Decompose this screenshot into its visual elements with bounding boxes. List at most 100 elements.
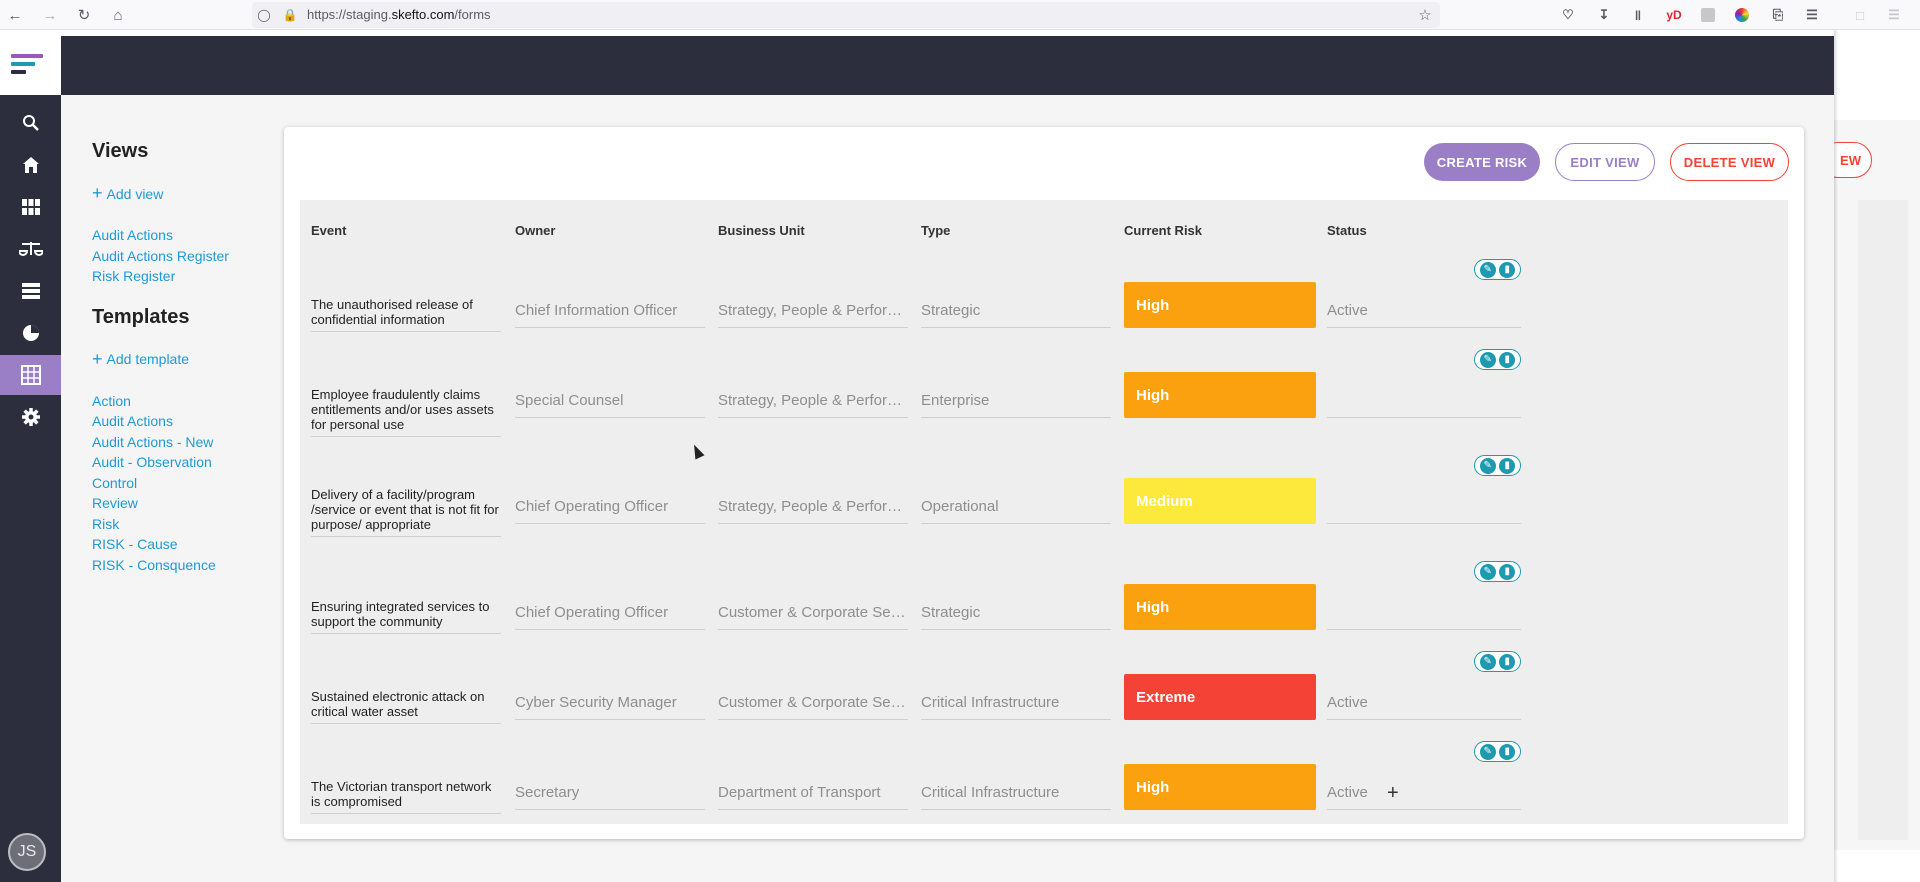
template-link[interactable]: Audit Actions: [92, 413, 173, 429]
status-cell[interactable]: Active: [1327, 694, 1521, 720]
template-link[interactable]: RISK - Cause: [92, 536, 178, 552]
business-unit-cell[interactable]: Customer & Corporate Services: [718, 604, 908, 630]
library-icon[interactable]: ‖: [1634, 7, 1642, 23]
delete-trash-icon[interactable]: ▮: [1499, 457, 1516, 474]
bookmark-star-icon[interactable]: ☆: [1418, 7, 1432, 24]
color-extension-icon[interactable]: [1732, 5, 1752, 25]
business-unit-cell[interactable]: Strategy, People & Performance: [718, 498, 908, 524]
search-icon[interactable]: [0, 103, 61, 143]
risk-level-badge[interactable]: High: [1124, 372, 1316, 418]
business-unit-cell[interactable]: Strategy, People & Performance: [718, 302, 908, 328]
template-link[interactable]: Action: [92, 392, 131, 409]
risk-level-badge[interactable]: Medium: [1124, 478, 1316, 524]
template-link[interactable]: RISK - Consquence: [92, 556, 216, 573]
url-text[interactable]: https://staging.skefto.com/forms: [307, 7, 491, 22]
edit-pencil-icon[interactable]: ✎: [1479, 653, 1496, 670]
download-icon[interactable]: ↧: [1598, 7, 1610, 22]
risk-level-badge[interactable]: High: [1124, 764, 1316, 810]
reload-icon[interactable]: ↻: [77, 7, 91, 24]
edit-pencil-icon[interactable]: ✎: [1479, 563, 1496, 580]
template-link[interactable]: Audit Actions - New: [92, 433, 214, 450]
edit-pencil-icon[interactable]: ✎: [1479, 351, 1496, 368]
view-link[interactable]: Audit Actions: [92, 227, 173, 243]
event-cell[interactable]: The Victorian transport network is compr…: [311, 779, 501, 814]
owner-cell[interactable]: Cyber Security Manager: [515, 694, 705, 720]
type-cell[interactable]: Critical Infrastructure: [921, 694, 1111, 720]
app-logo[interactable]: [0, 36, 61, 95]
url-bar[interactable]: [252, 2, 1440, 28]
event-cell[interactable]: The unauthorised release of confidential…: [311, 297, 501, 332]
dashboard-grid-icon[interactable]: [0, 187, 61, 227]
back-icon[interactable]: ←: [7, 6, 23, 24]
edit-pencil-icon[interactable]: ✎: [1479, 261, 1496, 278]
list-icon[interactable]: [0, 271, 61, 311]
create-risk-button[interactable]: CREATE RISK: [1424, 143, 1540, 181]
column-header-business-unit[interactable]: Business Unit: [718, 223, 805, 238]
shield-icon[interactable]: ◯: [257, 8, 271, 22]
template-link[interactable]: Risk: [92, 515, 120, 532]
risk-level-badge[interactable]: Extreme: [1124, 674, 1316, 720]
business-unit-cell[interactable]: Strategy, People & Performance: [718, 392, 908, 418]
view-link[interactable]: Audit Actions Register: [92, 247, 229, 264]
settings-gear-icon[interactable]: [0, 397, 61, 437]
risk-level-badge[interactable]: High: [1124, 282, 1316, 328]
delete-trash-icon[interactable]: ▮: [1499, 261, 1516, 278]
event-cell[interactable]: Employee fraudulently claims entitlement…: [311, 387, 501, 437]
delete-trash-icon[interactable]: ▮: [1499, 563, 1516, 580]
home-icon[interactable]: ⌂: [113, 6, 123, 24]
template-link[interactable]: Control: [92, 474, 138, 491]
extensions-puzzle-icon[interactable]: ⎘: [1772, 7, 1784, 22]
yd-extension-icon[interactable]: yD: [1666, 8, 1682, 22]
status-cell[interactable]: [1327, 392, 1521, 418]
owner-cell[interactable]: Secretary: [515, 784, 705, 810]
event-cell[interactable]: Ensuring integrated services to support …: [311, 599, 501, 634]
column-header-current-risk[interactable]: Current Risk: [1124, 223, 1203, 238]
status-cell[interactable]: [1327, 604, 1521, 630]
delete-trash-icon[interactable]: ▮: [1499, 351, 1516, 368]
template-link[interactable]: Review: [92, 495, 138, 511]
type-cell[interactable]: Operational: [921, 498, 1111, 524]
risk-level-badge[interactable]: High: [1124, 584, 1316, 630]
status-cell[interactable]: [1327, 498, 1521, 524]
status-cell[interactable]: Active: [1327, 784, 1521, 810]
templates-heading: Templates: [92, 305, 190, 328]
business-unit-cell[interactable]: Customer & Corporate Services: [718, 694, 908, 720]
view-link[interactable]: Risk Register: [92, 268, 176, 284]
business-unit-cell[interactable]: Department of Transport: [718, 784, 908, 810]
edit-pencil-icon[interactable]: ✎: [1479, 457, 1496, 474]
add-column-plus-icon[interactable]: +: [1387, 782, 1399, 804]
type-cell[interactable]: Strategic: [921, 604, 1111, 630]
event-cell[interactable]: Sustained electronic attack on critical …: [311, 689, 501, 724]
owner-cell[interactable]: Chief Operating Officer: [515, 498, 705, 524]
edit-pencil-icon[interactable]: ✎: [1479, 743, 1496, 760]
type-cell[interactable]: Enterprise: [921, 392, 1111, 418]
user-avatar[interactable]: JS: [8, 833, 46, 871]
template-link[interactable]: Audit - Observation: [92, 454, 212, 470]
column-header-status[interactable]: Status: [1327, 223, 1367, 238]
type-cell[interactable]: Strategic: [921, 302, 1111, 328]
delete-view-button[interactable]: DELETE VIEW: [1670, 143, 1789, 181]
owner-cell[interactable]: Chief Information Officer: [515, 302, 705, 328]
delete-trash-icon[interactable]: ▮: [1499, 653, 1516, 670]
owner-cell[interactable]: Special Counsel: [515, 392, 705, 418]
event-cell[interactable]: Delivery of a facility/program /service …: [311, 487, 501, 537]
home-icon[interactable]: [0, 145, 61, 185]
add-view-button[interactable]: + Add view: [92, 183, 164, 203]
table-grid-icon[interactable]: [0, 355, 61, 395]
column-header-event[interactable]: Event: [311, 223, 347, 238]
plus-icon: +: [92, 348, 103, 369]
forward-icon[interactable]: →: [42, 6, 58, 24]
owner-cell[interactable]: Chief Operating Officer: [515, 604, 705, 630]
delete-trash-icon[interactable]: ▮: [1499, 743, 1516, 760]
add-template-button[interactable]: + Add template: [92, 348, 190, 369]
pocket-icon[interactable]: ♡: [1562, 7, 1574, 22]
edit-view-button[interactable]: EDIT VIEW: [1555, 143, 1655, 181]
column-header-owner[interactable]: Owner: [515, 223, 556, 238]
scales-icon[interactable]: [0, 229, 61, 269]
column-header-type[interactable]: Type: [921, 223, 951, 238]
extension-k-icon[interactable]: [1698, 5, 1718, 25]
pie-chart-icon[interactable]: [0, 313, 61, 353]
type-cell[interactable]: Critical Infrastructure: [921, 784, 1111, 810]
status-cell[interactable]: Active: [1327, 302, 1521, 328]
menu-icon[interactable]: ☰: [1806, 7, 1818, 22]
